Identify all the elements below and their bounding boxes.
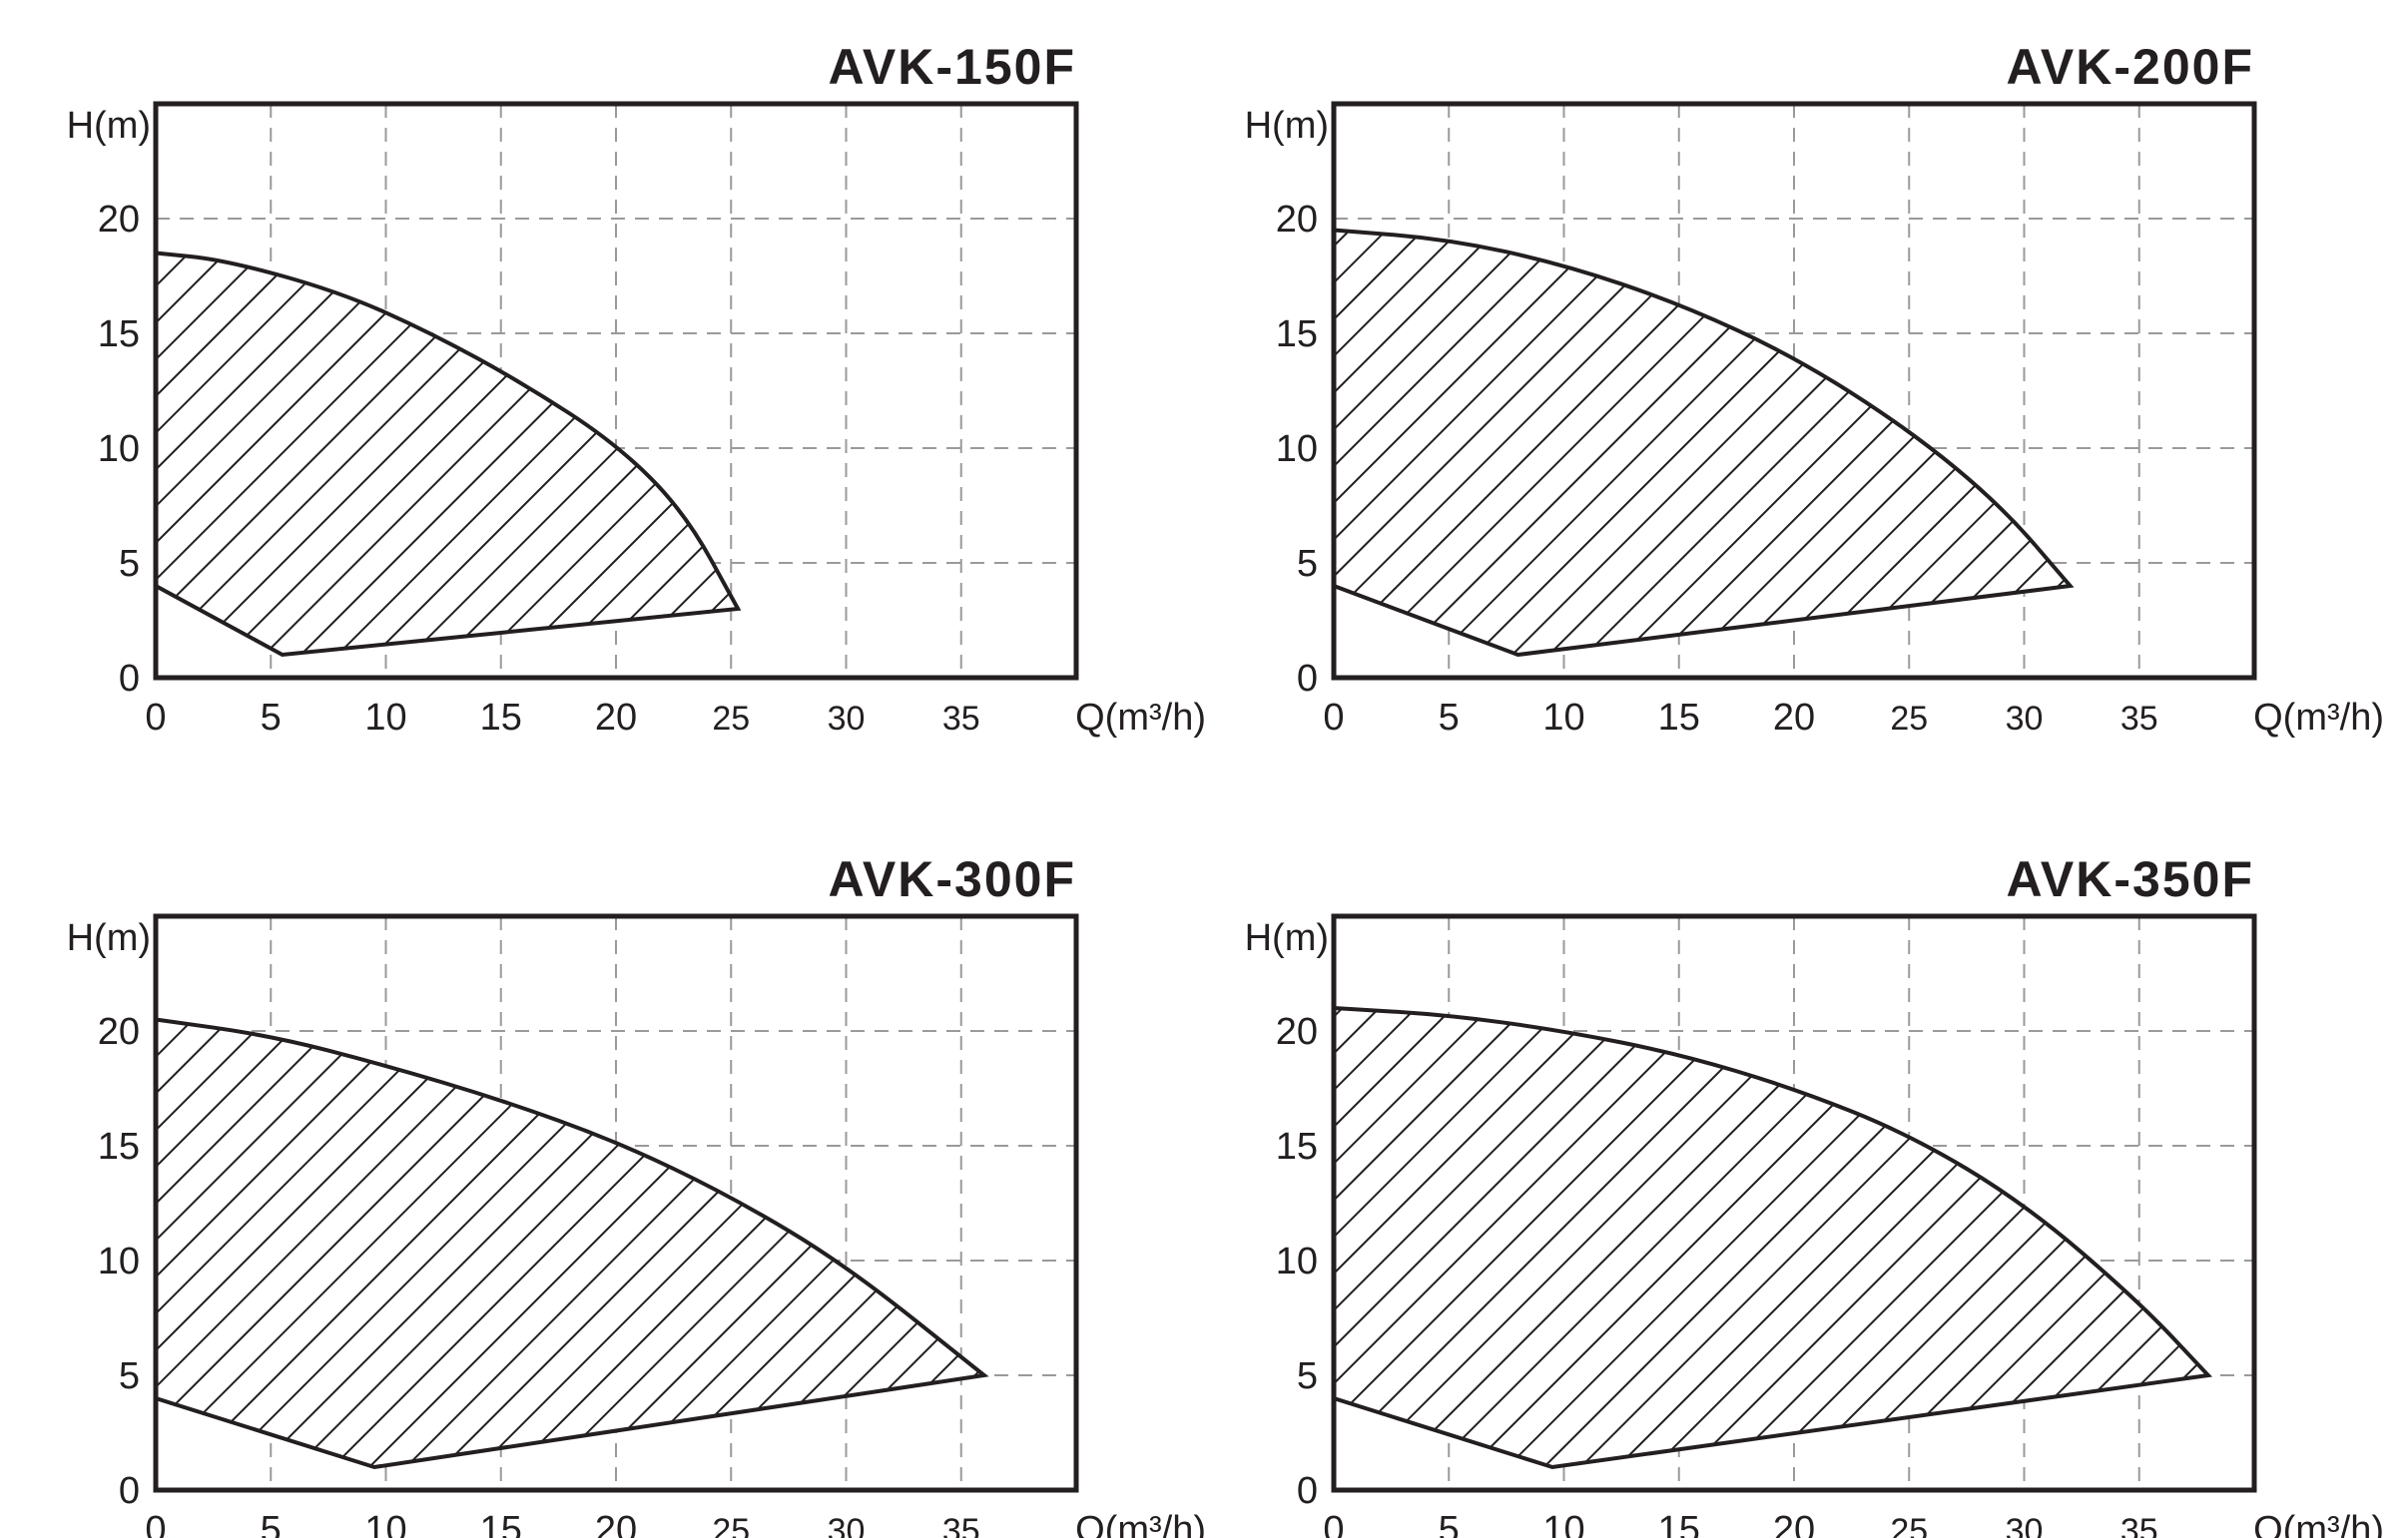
y-tick-label: 20 <box>1276 199 1318 241</box>
x-tick-label: 30 <box>828 700 866 738</box>
x-tick-label: 5 <box>261 697 282 739</box>
y-tick-label: 15 <box>98 1126 140 1168</box>
y-tick-label: 15 <box>1276 1126 1318 1168</box>
y-tick-label: 20 <box>1276 1011 1318 1053</box>
operating-region <box>154 251 742 658</box>
x-tick-label: 5 <box>261 1509 282 1538</box>
x-axis-label: Q(m³/h) <box>1075 697 1206 739</box>
chart-title: AVK-350F <box>2007 851 2254 907</box>
y-tick-label: 5 <box>119 543 140 585</box>
y-tick-label: 0 <box>119 658 140 700</box>
x-tick-label: 20 <box>595 697 637 739</box>
y-tick-label: 15 <box>1276 313 1318 355</box>
chart-panel: AVK-150F H(m) Q(m³/h) 0 5 10 15 20 0 5 10 15 20 25 30 3… <box>67 39 1206 739</box>
y-tick-label: 10 <box>98 1241 140 1282</box>
y-tick-label: 10 <box>98 428 140 470</box>
x-tick-label: 20 <box>595 1509 637 1538</box>
x-tick-label: 30 <box>828 1512 866 1538</box>
x-axis-label: Q(m³/h) <box>2253 1509 2384 1538</box>
y-tick-label: 0 <box>1297 658 1318 700</box>
x-tick-label: 10 <box>364 1509 406 1538</box>
operating-region <box>154 1017 989 1470</box>
x-tick-label: 15 <box>480 1509 522 1538</box>
y-tick-label: 20 <box>98 199 140 241</box>
y-tick-label: 10 <box>1276 1241 1318 1282</box>
chart-title: AVK-150F <box>829 39 1076 95</box>
y-tick-label: 0 <box>1297 1470 1318 1512</box>
x-tick-label: 35 <box>2120 700 2158 738</box>
y-tick-label: 10 <box>1276 428 1318 470</box>
chart-title: AVK-300F <box>829 851 1076 907</box>
x-tick-label: 15 <box>1658 697 1700 739</box>
x-tick-label: 5 <box>1439 697 1460 739</box>
y-axis-label: H(m) <box>1245 105 1329 147</box>
x-tick-label: 25 <box>712 1512 750 1538</box>
y-tick-label: 15 <box>98 313 140 355</box>
y-tick-label: 20 <box>98 1011 140 1053</box>
chart-panel: AVK-300F H(m) Q(m³/h) 0 5 10 15 20 0 5 10 15 20 25 30 3… <box>67 851 1206 1538</box>
x-axis-label: Q(m³/h) <box>1075 1509 1206 1538</box>
chart-title: AVK-200F <box>2007 39 2254 95</box>
plot-frame <box>1331 101 2257 681</box>
chart-panel: AVK-200F H(m) Q(m³/h) 0 5 10 15 20 0 5 10 15 20 25 30 3… <box>1245 39 2384 739</box>
x-tick-label: 10 <box>1542 1509 1584 1538</box>
x-tick-label: 30 <box>2006 1512 2044 1538</box>
x-tick-label: 20 <box>1773 697 1815 739</box>
plot-frame <box>153 101 1079 681</box>
x-tick-label: 0 <box>145 1509 166 1538</box>
y-axis-label: H(m) <box>1245 917 1329 959</box>
x-tick-label: 15 <box>480 697 522 739</box>
x-tick-label: 20 <box>1773 1509 1815 1538</box>
x-tick-label: 0 <box>1323 697 1344 739</box>
x-tick-label: 35 <box>942 700 980 738</box>
y-tick-label: 5 <box>119 1355 140 1397</box>
y-tick-label: 5 <box>1297 543 1318 585</box>
x-tick-label: 25 <box>1890 700 1928 738</box>
chart-panel: AVK-350F H(m) Q(m³/h) 0 5 10 15 20 0 5 10 15 20 25 30 3… <box>1245 851 2384 1538</box>
x-tick-label: 15 <box>1658 1509 1700 1538</box>
y-axis-label: H(m) <box>67 917 151 959</box>
x-tick-label: 35 <box>2120 1512 2158 1538</box>
y-tick-label: 0 <box>119 1470 140 1512</box>
x-tick-label: 35 <box>942 1512 980 1538</box>
y-tick-label: 5 <box>1297 1355 1318 1397</box>
x-tick-label: 0 <box>145 697 166 739</box>
operating-region <box>1332 228 2075 658</box>
operating-region <box>1332 1005 2213 1470</box>
x-tick-label: 30 <box>2006 700 2044 738</box>
x-tick-label: 25 <box>1890 1512 1928 1538</box>
x-tick-label: 5 <box>1439 1509 1460 1538</box>
x-tick-label: 0 <box>1323 1509 1344 1538</box>
plot-frame <box>1331 913 2257 1493</box>
x-tick-label: 25 <box>712 700 750 738</box>
plot-frame <box>153 913 1079 1493</box>
y-axis-label: H(m) <box>67 105 151 147</box>
x-axis-label: Q(m³/h) <box>2253 697 2384 739</box>
x-tick-label: 10 <box>364 697 406 739</box>
x-tick-label: 10 <box>1542 697 1584 739</box>
